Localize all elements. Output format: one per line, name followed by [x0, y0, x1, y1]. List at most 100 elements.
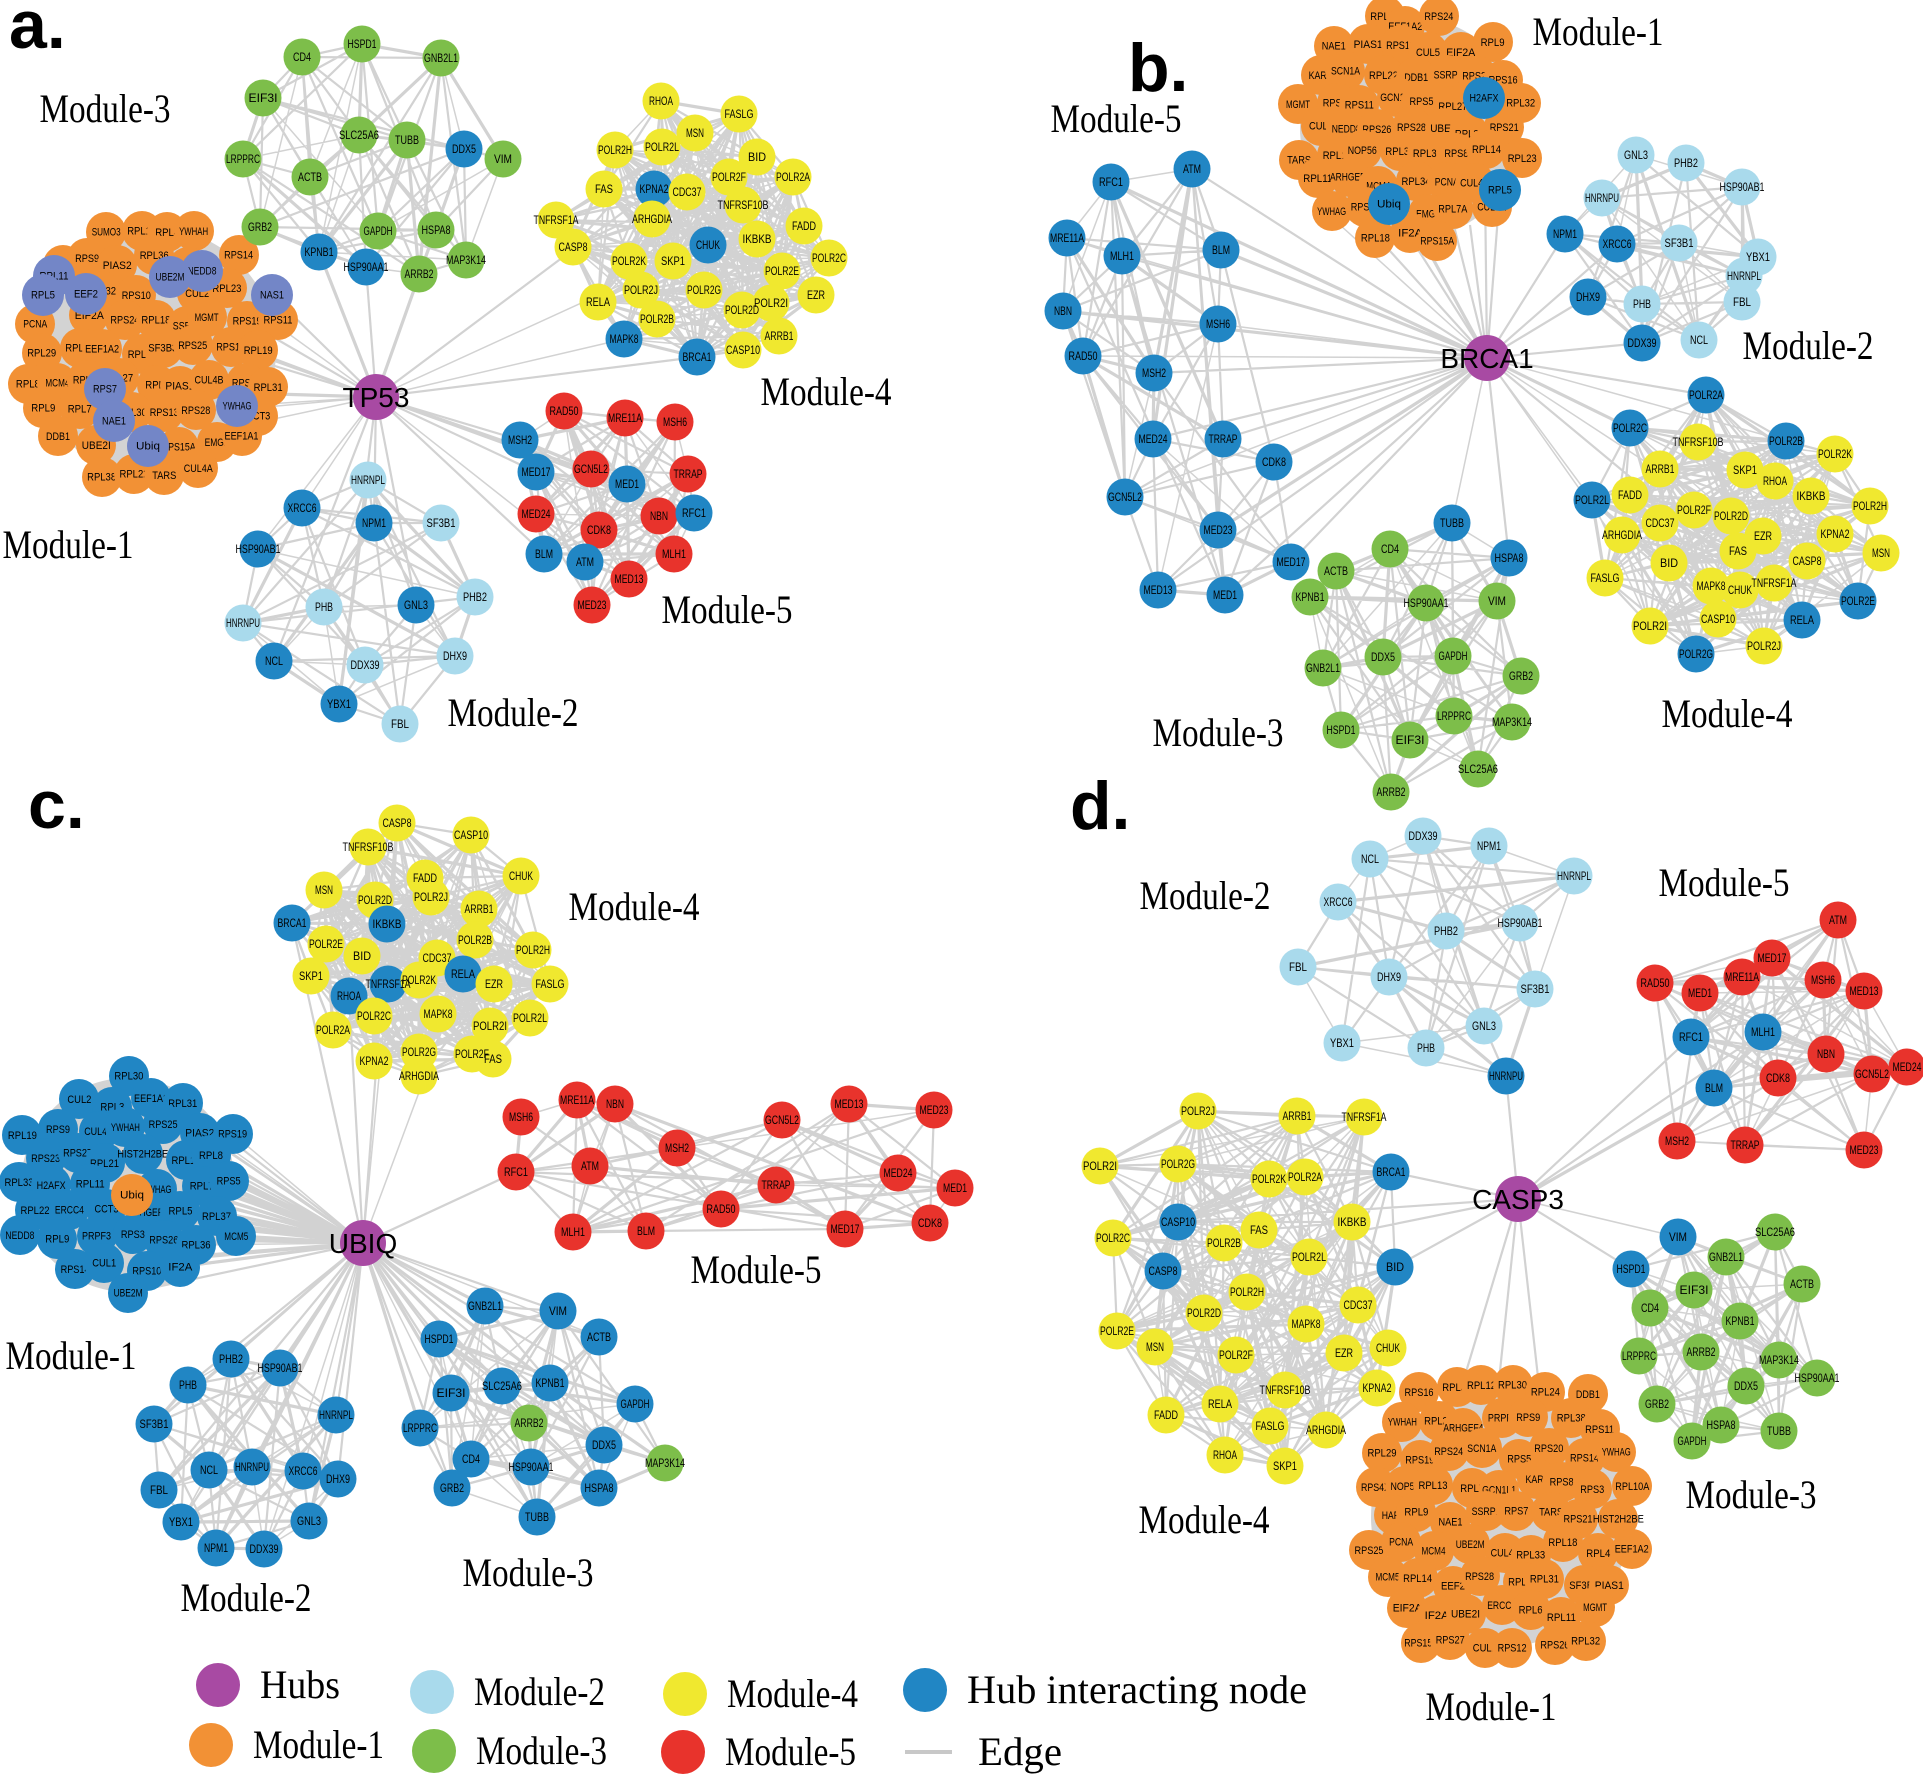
svg-text:RPL6: RPL6: [1519, 1605, 1543, 1617]
svg-text:POLR2J: POLR2J: [414, 890, 448, 904]
svg-text:RPS11: RPS11: [1345, 100, 1374, 112]
svg-text:FASLG: FASLG: [1591, 571, 1620, 585]
svg-text:RPL36: RPL36: [182, 1240, 211, 1252]
svg-text:RPS21: RPS21: [1490, 122, 1519, 134]
svg-text:UBE2M: UBE2M: [1456, 1539, 1485, 1551]
svg-text:Module-2: Module-2: [181, 1575, 312, 1620]
svg-text:NCL: NCL: [265, 654, 283, 668]
svg-text:Module-1: Module-1: [1533, 9, 1664, 54]
svg-text:SF3B1: SF3B1: [140, 1417, 169, 1431]
svg-text:RPL33: RPL33: [1516, 1549, 1545, 1561]
svg-text:CDC37: CDC37: [673, 185, 702, 199]
svg-text:POLR2C: POLR2C: [812, 251, 846, 265]
svg-text:RFC1: RFC1: [682, 506, 706, 520]
svg-text:DDB1: DDB1: [46, 431, 70, 443]
svg-text:RPL14: RPL14: [1403, 1573, 1432, 1585]
svg-text:PIAS1: PIAS1: [1354, 39, 1383, 51]
svg-text:ARHGDIA: ARHGDIA: [399, 1069, 439, 1083]
svg-text:RHOA: RHOA: [1213, 1448, 1237, 1462]
svg-text:Module-3: Module-3: [1686, 1472, 1817, 1517]
svg-text:DHX9: DHX9: [1377, 970, 1401, 984]
svg-text:DDX39: DDX39: [250, 1542, 279, 1556]
svg-text:UBE2M: UBE2M: [156, 272, 185, 284]
svg-text:RFC1: RFC1: [1099, 175, 1123, 189]
svg-text:RPL30: RPL30: [114, 1071, 143, 1083]
svg-text:BRCA1: BRCA1: [1377, 1165, 1406, 1179]
svg-text:RPL5: RPL5: [1460, 1483, 1484, 1495]
svg-text:MCM5: MCM5: [224, 1231, 248, 1243]
svg-text:RPL30: RPL30: [1498, 1380, 1527, 1392]
svg-text:RPL9: RPL9: [1481, 37, 1505, 49]
svg-text:MGMT: MGMT: [1286, 99, 1310, 111]
svg-text:ERCC4: ERCC4: [1487, 1600, 1516, 1612]
svg-text:IF2A: IF2A: [1398, 228, 1423, 240]
svg-text:RFC1: RFC1: [504, 1165, 528, 1179]
svg-text:PHB2: PHB2: [219, 1352, 243, 1366]
svg-text:CD4: CD4: [1381, 542, 1399, 556]
svg-text:IKBKB: IKBKB: [1797, 489, 1826, 503]
svg-text:RPL38: RPL38: [1557, 1412, 1586, 1424]
svg-text:ATM: ATM: [1829, 913, 1847, 927]
svg-text:MAP3K14: MAP3K14: [446, 253, 486, 267]
svg-text:NBN: NBN: [1054, 304, 1072, 318]
svg-text:RAD50: RAD50: [1641, 976, 1670, 990]
svg-text:MED24: MED24: [884, 1166, 913, 1180]
svg-text:NOP56: NOP56: [1391, 1481, 1420, 1493]
svg-text:CUL4A: CUL4A: [184, 463, 214, 475]
svg-text:POLR2C: POLR2C: [357, 1009, 391, 1023]
svg-text:ARRB1: ARRB1: [465, 902, 494, 916]
svg-text:Ubiq: Ubiq: [120, 1190, 144, 1202]
svg-text:SKP1: SKP1: [1273, 1459, 1297, 1473]
svg-text:Module-2: Module-2: [448, 690, 579, 735]
svg-text:NBN: NBN: [606, 1097, 624, 1111]
svg-text:RPS9: RPS9: [75, 253, 99, 265]
svg-text:HSPD1: HSPD1: [1327, 723, 1356, 737]
svg-text:MRE11A: MRE11A: [608, 411, 642, 425]
svg-text:TUBB: TUBB: [1767, 1424, 1791, 1438]
svg-text:HSPD1: HSPD1: [1617, 1262, 1646, 1276]
svg-text:RPL29: RPL29: [1368, 1448, 1397, 1460]
svg-text:SSRP1: SSRP1: [1434, 70, 1463, 82]
svg-text:RPS24: RPS24: [1434, 1446, 1463, 1458]
svg-text:GCN5L2: GCN5L2: [1855, 1067, 1889, 1081]
svg-text:CDC37: CDC37: [1344, 1298, 1373, 1312]
svg-text:HSP90AB1: HSP90AB1: [1720, 180, 1765, 194]
svg-text:YBX1: YBX1: [1746, 250, 1770, 264]
svg-text:RPS23: RPS23: [31, 1153, 60, 1165]
svg-text:EZR: EZR: [485, 977, 503, 991]
svg-text:GAPDH: GAPDH: [621, 1397, 650, 1411]
svg-text:DDB1: DDB1: [1576, 1389, 1600, 1401]
svg-text:a.: a.: [9, 0, 66, 63]
svg-text:DDX39: DDX39: [1628, 336, 1657, 350]
svg-text:MGMT: MGMT: [1583, 1602, 1607, 1614]
svg-text:RPL37: RPL37: [202, 1211, 231, 1223]
svg-text:TARS: TARS: [1539, 1507, 1563, 1519]
svg-text:RAD50: RAD50: [550, 404, 579, 418]
svg-text:POLR2A: POLR2A: [1689, 388, 1723, 402]
svg-text:NPM1: NPM1: [204, 1541, 228, 1555]
svg-text:MED24: MED24: [522, 507, 551, 521]
svg-text:ARHGDIA: ARHGDIA: [1306, 1423, 1346, 1437]
svg-text:FBL: FBL: [150, 1483, 168, 1497]
svg-text:POLR2F: POLR2F: [712, 170, 746, 184]
svg-text:NAE1: NAE1: [102, 416, 126, 428]
svg-text:POLR2A: POLR2A: [1288, 1170, 1322, 1184]
svg-text:HSPA8: HSPA8: [422, 223, 451, 237]
svg-text:Module-2: Module-2: [1743, 323, 1874, 368]
svg-text:CDC37: CDC37: [1646, 516, 1675, 530]
svg-text:XRCC6: XRCC6: [1603, 237, 1632, 251]
svg-text:RPL33: RPL33: [1413, 148, 1442, 160]
svg-text:GNL3: GNL3: [297, 1514, 321, 1528]
svg-text:EZR: EZR: [1335, 1346, 1353, 1360]
svg-text:KPNA2: KPNA2: [1363, 1381, 1392, 1395]
svg-text:MSH2: MSH2: [665, 1141, 689, 1155]
svg-text:RPL23: RPL23: [1508, 153, 1537, 165]
svg-text:NAS1: NAS1: [260, 290, 284, 302]
svg-text:YBX1: YBX1: [1330, 1036, 1354, 1050]
svg-text:MSN: MSN: [1146, 1340, 1164, 1354]
svg-text:POLR2F: POLR2F: [455, 1047, 489, 1061]
svg-text:HSP90AA1: HSP90AA1: [1795, 1371, 1840, 1385]
svg-text:MED1: MED1: [615, 477, 639, 491]
svg-text:Module-4: Module-4: [727, 1671, 858, 1716]
svg-text:PHB2: PHB2: [1674, 156, 1698, 170]
